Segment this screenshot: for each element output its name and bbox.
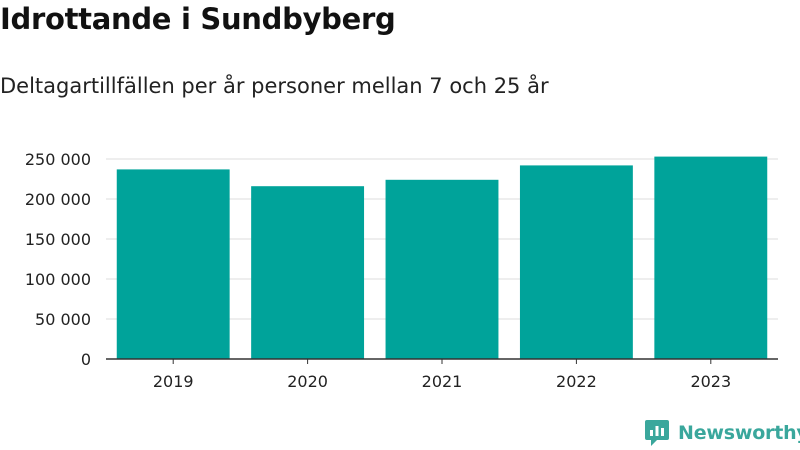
chart-subtitle: Deltagartillfällen per år personer mella…: [0, 74, 549, 98]
chart-title: Idrottande i Sundbyberg: [0, 2, 396, 36]
x-tick-label: 2020: [287, 372, 328, 391]
bar-2021: [385, 179, 499, 359]
y-tick-label: 200 000: [25, 190, 91, 209]
bar-2019: [116, 169, 230, 359]
bar-2022: [519, 165, 633, 359]
y-tick-label: 150 000: [25, 230, 91, 249]
x-tick-label: 2019: [153, 372, 194, 391]
brand-logo: Newsworthy: [644, 419, 800, 447]
bar-2023: [654, 156, 768, 359]
bar-2020: [251, 186, 365, 359]
y-tick-label: 100 000: [25, 270, 91, 289]
y-tick-label: 50 000: [35, 310, 91, 329]
x-tick-label: 2021: [422, 372, 463, 391]
x-tick-label: 2023: [690, 372, 731, 391]
y-tick-label: 0: [81, 350, 91, 369]
y-tick-label: 250 000: [25, 150, 91, 169]
x-tick-label: 2022: [556, 372, 597, 391]
newsworthy-logo-icon: [645, 420, 669, 446]
brand-name: Newsworthy: [678, 422, 800, 444]
